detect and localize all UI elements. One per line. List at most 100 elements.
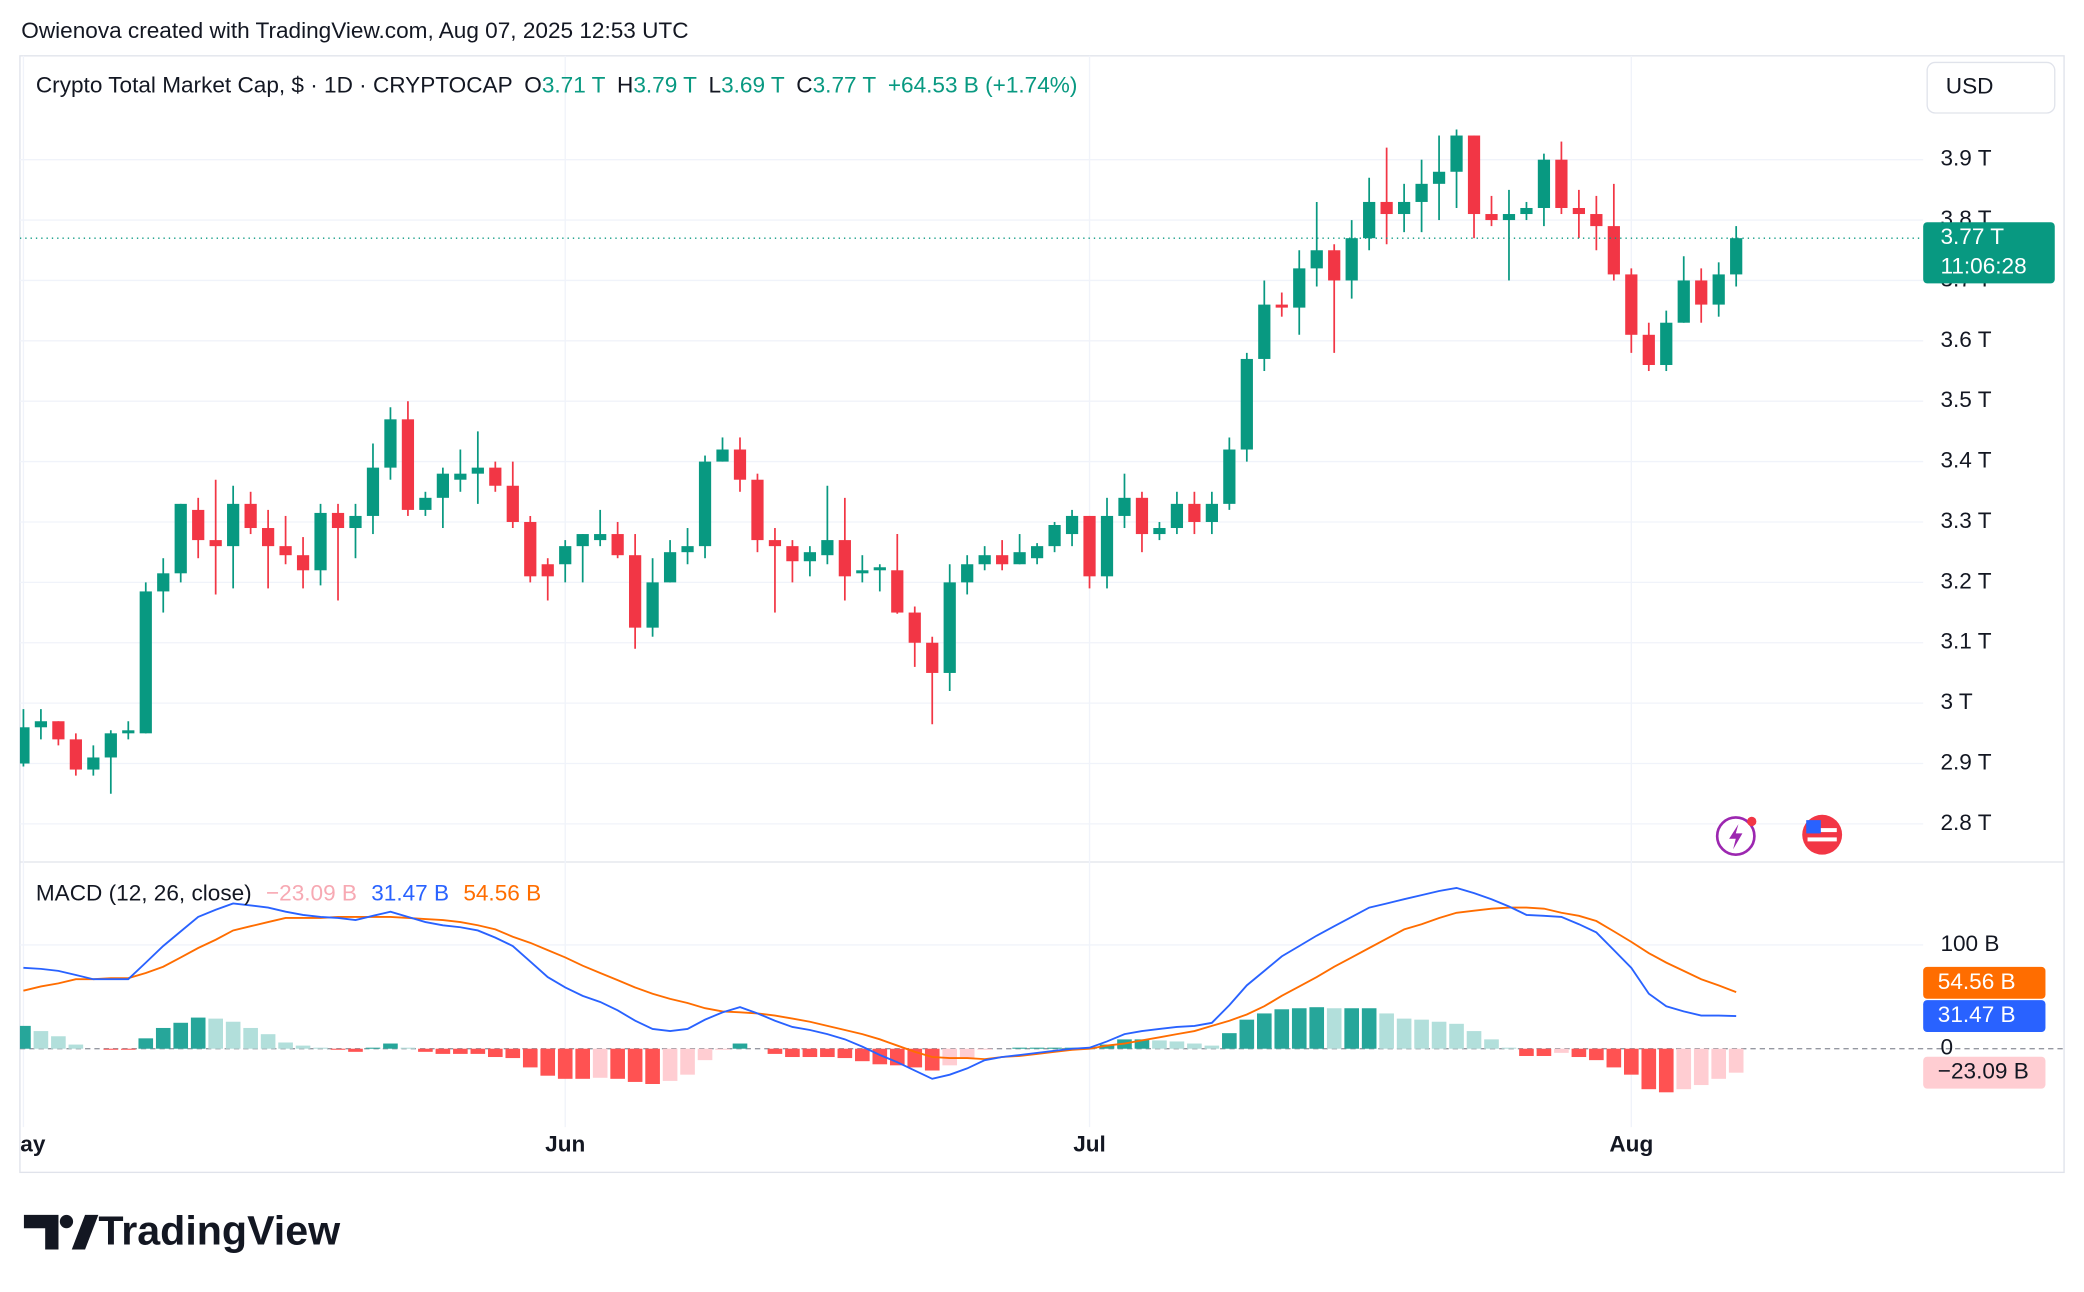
histogram-bar bbox=[715, 1048, 730, 1050]
signal-badge-label: 54.56 B bbox=[1938, 969, 2016, 994]
candle-body bbox=[1258, 304, 1271, 359]
candle-body bbox=[559, 546, 572, 565]
macd-pane bbox=[19, 886, 1744, 1093]
y-tick-label: 3.3 T bbox=[1940, 508, 1991, 533]
currency-label[interactable]: USD bbox=[1946, 74, 1994, 99]
brand-logo-dot bbox=[59, 1214, 74, 1229]
low-key: L bbox=[709, 72, 722, 97]
histogram-bar bbox=[190, 1017, 206, 1049]
histogram-bar bbox=[243, 1027, 258, 1049]
candle-body bbox=[122, 730, 135, 734]
candle-body bbox=[611, 534, 624, 556]
candle-body bbox=[1118, 497, 1131, 516]
histogram-bar bbox=[1501, 1047, 1517, 1049]
open-value: 3.71 T bbox=[542, 72, 606, 97]
candle-body bbox=[489, 467, 502, 486]
histogram-bar bbox=[51, 1036, 66, 1049]
candle-body bbox=[419, 497, 432, 510]
candle-body bbox=[1712, 274, 1725, 305]
candle-body bbox=[1275, 304, 1288, 308]
histogram-bar bbox=[1711, 1048, 1727, 1079]
open-key: O bbox=[524, 72, 542, 97]
candle-body bbox=[1660, 322, 1673, 365]
y-tick-label: 3.2 T bbox=[1940, 568, 1991, 593]
candle-body bbox=[1310, 250, 1323, 269]
histogram-bar bbox=[575, 1048, 591, 1079]
candle-body bbox=[349, 515, 362, 529]
histogram-bar bbox=[959, 1048, 975, 1060]
chart-frame bbox=[19, 55, 2065, 1174]
last-price-badge bbox=[1923, 222, 2055, 284]
histogram-bar bbox=[942, 1048, 958, 1066]
histogram-bar bbox=[855, 1048, 870, 1062]
histogram-bar bbox=[138, 1038, 154, 1049]
candle-body bbox=[1205, 503, 1218, 522]
candle-body bbox=[629, 555, 642, 628]
histogram-bar bbox=[627, 1048, 643, 1082]
last-price-label: 3.77 T bbox=[1940, 224, 2004, 249]
histogram-bar bbox=[680, 1048, 695, 1075]
candle-body bbox=[1328, 250, 1341, 281]
candle-body bbox=[786, 546, 799, 562]
brand: TradingView bbox=[23, 1207, 341, 1253]
candle-body bbox=[698, 461, 712, 547]
candle-body bbox=[506, 485, 519, 522]
candle-body bbox=[1572, 207, 1585, 215]
candle-body bbox=[244, 503, 257, 529]
histogram-bar bbox=[348, 1048, 363, 1052]
histogram-bar bbox=[418, 1048, 433, 1052]
candle-body bbox=[594, 534, 607, 541]
candle-body bbox=[296, 555, 310, 571]
histogram-bar bbox=[540, 1048, 556, 1076]
candle-body bbox=[1030, 546, 1044, 559]
candle-body bbox=[681, 546, 694, 553]
macd-tick-label: 100 B bbox=[1940, 931, 1999, 956]
brand-name: TradingView bbox=[98, 1207, 341, 1253]
histogram-bar bbox=[68, 1044, 84, 1049]
histogram-bar bbox=[173, 1022, 189, 1049]
candle-body bbox=[331, 512, 345, 529]
candle-body bbox=[209, 540, 222, 547]
candle-body bbox=[1642, 334, 1655, 365]
histogram-bar bbox=[365, 1047, 381, 1049]
histogram-bar bbox=[592, 1048, 608, 1078]
histogram-bar bbox=[1676, 1048, 1692, 1090]
histogram-bar bbox=[1309, 1007, 1325, 1049]
histogram-bar bbox=[1134, 1039, 1150, 1049]
x-tick-label: May bbox=[1, 1132, 45, 1157]
price-pane bbox=[19, 129, 1924, 794]
histogram-bar bbox=[1414, 1019, 1429, 1049]
histogram-bar bbox=[1379, 1013, 1394, 1049]
signal-line bbox=[23, 906, 1737, 1061]
candle-body bbox=[996, 555, 1009, 565]
candle-body bbox=[87, 757, 100, 770]
histogram-bar bbox=[295, 1045, 311, 1049]
symbol-name: Crypto Total Market Cap, $ · 1D · CRYPTO… bbox=[36, 72, 513, 97]
histogram-bar bbox=[470, 1048, 486, 1054]
histogram-bar bbox=[645, 1048, 660, 1085]
candle-body bbox=[384, 419, 397, 468]
histogram-bar bbox=[120, 1048, 136, 1050]
brand-logo-wedge bbox=[71, 1214, 99, 1250]
candle-body bbox=[19, 727, 30, 764]
histogram-bar bbox=[1169, 1041, 1185, 1049]
brand-logo-bar bbox=[23, 1214, 59, 1250]
histogram-bar bbox=[662, 1048, 678, 1081]
histogram-bar bbox=[383, 1043, 398, 1049]
candle-body bbox=[1188, 503, 1201, 522]
candle-body bbox=[873, 567, 886, 571]
histogram-bar bbox=[697, 1048, 713, 1061]
grid-layer bbox=[19, 55, 2065, 1128]
candle-body bbox=[1450, 135, 1463, 172]
low-value: 3.69 T bbox=[721, 72, 785, 97]
currency-button[interactable]: USD bbox=[1926, 61, 2056, 114]
currency-box[interactable] bbox=[1926, 61, 2056, 114]
candle-body bbox=[1695, 280, 1708, 305]
candle-body bbox=[454, 473, 467, 480]
histogram-bar bbox=[1449, 1023, 1464, 1049]
candle-body bbox=[1065, 515, 1079, 535]
alert-dot bbox=[1747, 816, 1757, 827]
y-tick-label: 3.6 T bbox=[1940, 327, 1991, 352]
close-value: 3.77 T bbox=[813, 72, 877, 97]
